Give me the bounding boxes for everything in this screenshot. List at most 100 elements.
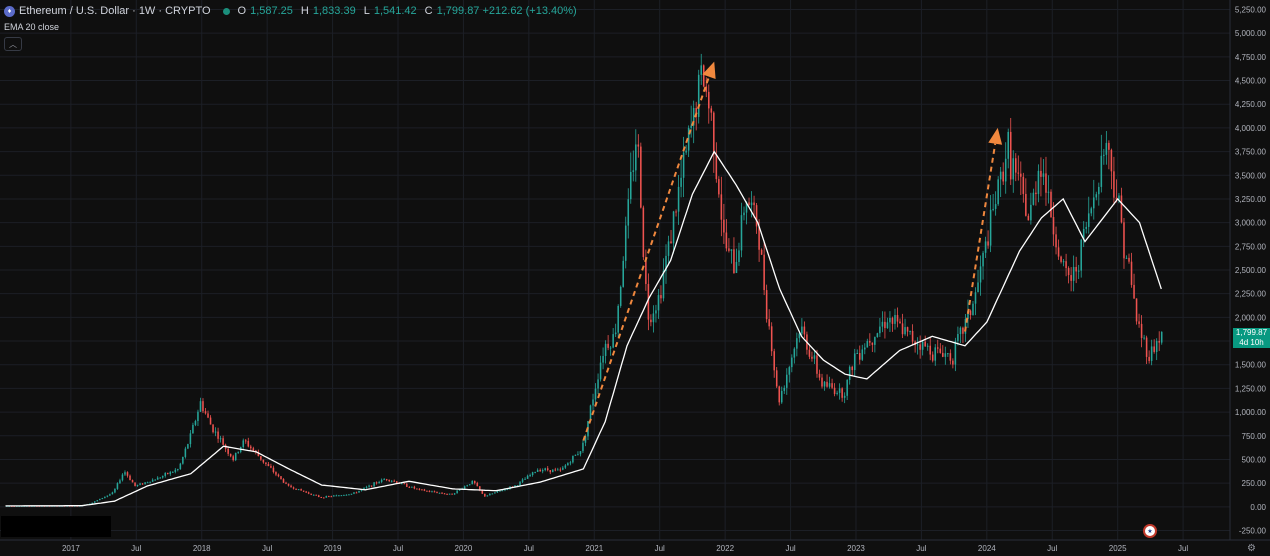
x-tick-label: 2022 (716, 544, 734, 553)
candle-body (348, 494, 350, 496)
candle-body (619, 286, 622, 306)
candle-body (987, 241, 989, 246)
x-tick-label: Jul (655, 544, 665, 553)
ethereum-icon: ♦ (4, 5, 15, 17)
candle-body (758, 226, 760, 250)
candle-body (944, 353, 947, 357)
candle-body (838, 388, 841, 393)
candle-body (96, 500, 99, 502)
symbol-title[interactable]: Ethereum / U.S. Dollar · 1W · CRYPTO (19, 5, 211, 17)
candle-body (91, 502, 94, 504)
candle-body (1118, 195, 1120, 200)
candle-body (275, 472, 277, 475)
candle-body (451, 493, 453, 495)
candle-body (740, 215, 743, 251)
time-axis[interactable]: 2017 Jul 2018 Jul 2019 Jul 2020 Jul 2021 Jul 2022 J… (62, 544, 1188, 553)
candle-body (947, 353, 949, 355)
y-tick-label: 2,250.00 (1235, 290, 1267, 299)
candle-body (1160, 331, 1163, 343)
x-tick-label: 2023 (847, 544, 865, 553)
candle-body (680, 177, 682, 187)
candle-body (992, 208, 994, 210)
candle-body (929, 345, 931, 355)
candle-body (574, 454, 577, 456)
y-tick-label: 3,000.00 (1235, 219, 1267, 228)
last-price-tag: 1,799.87 4d 10h (1233, 328, 1270, 348)
candle-body (501, 490, 504, 492)
candle-body (861, 349, 864, 360)
candle-body (572, 455, 574, 463)
candle-body (101, 497, 104, 499)
candle-body (519, 481, 521, 486)
candle-body (697, 74, 700, 117)
candle-body (994, 204, 997, 209)
candle-body (967, 310, 969, 319)
candle-body (949, 353, 952, 361)
candle-body (826, 381, 828, 387)
y-tick-label: 4,500.00 (1235, 77, 1267, 86)
candle-body (562, 467, 564, 470)
candle-body (151, 479, 154, 482)
candle-body (368, 485, 370, 487)
y-tick-label: 2,000.00 (1235, 313, 1267, 322)
y-tick-label: 4,750.00 (1235, 53, 1267, 62)
candle-body (609, 347, 612, 349)
ema-indicator-label[interactable]: EMA 20 close (4, 22, 60, 32)
candle-body (516, 485, 519, 487)
y-tick-label: 4,000.00 (1235, 124, 1267, 133)
candle-body (635, 144, 637, 171)
candle-body (124, 472, 126, 475)
candle-body (1125, 257, 1128, 259)
candle-body (750, 202, 753, 206)
candle-body (969, 310, 972, 315)
candle-body (916, 344, 919, 346)
candle-body (232, 456, 234, 461)
candle-body (174, 469, 177, 472)
candle-body (783, 387, 786, 391)
candle-body (577, 454, 579, 456)
candle-body (272, 467, 275, 473)
candle-body (499, 490, 501, 492)
candle-body (141, 483, 144, 485)
candle-body (305, 491, 307, 493)
candle-body (426, 490, 428, 492)
us-flag-icon[interactable]: ★ (1143, 524, 1157, 538)
candle-body (234, 452, 237, 461)
candle-body (199, 401, 202, 412)
candle-body (939, 348, 942, 353)
candle-body (247, 440, 250, 447)
candle-body (363, 487, 365, 490)
price-axis[interactable]: -250.00 0.00 250.00 500.00 750.00 1,000.00 1,2… (1235, 5, 1267, 535)
candle-body (207, 413, 209, 418)
candle-body (99, 498, 101, 501)
candle-body (599, 362, 602, 380)
x-tick-label: Jul (785, 544, 795, 553)
candle-body (670, 241, 672, 244)
candle-body (977, 282, 979, 293)
candle-body (891, 317, 894, 324)
candle-body (557, 469, 559, 471)
candle-body (962, 327, 964, 334)
candle-body (129, 475, 131, 481)
candle-body (904, 327, 906, 335)
candle-body (408, 486, 411, 488)
candle-body (116, 483, 119, 489)
candle-body (1120, 195, 1123, 223)
market-status-icon[interactable] (222, 7, 230, 15)
candle-body (109, 494, 111, 496)
candle-body (1130, 261, 1133, 285)
candle-body (637, 144, 640, 147)
candle-body (687, 127, 690, 151)
candle-body (743, 212, 745, 216)
candle-body (189, 433, 192, 445)
candle-body (597, 379, 599, 389)
candle-body (330, 496, 333, 498)
candle-body (416, 488, 418, 490)
candle-body (315, 494, 318, 496)
candle-body (602, 355, 604, 363)
chevron-up-icon[interactable]: ︿ (4, 37, 22, 51)
gear-icon[interactable]: ⚙ (1247, 543, 1256, 554)
candle-body (307, 492, 310, 494)
candle-body (169, 472, 172, 475)
